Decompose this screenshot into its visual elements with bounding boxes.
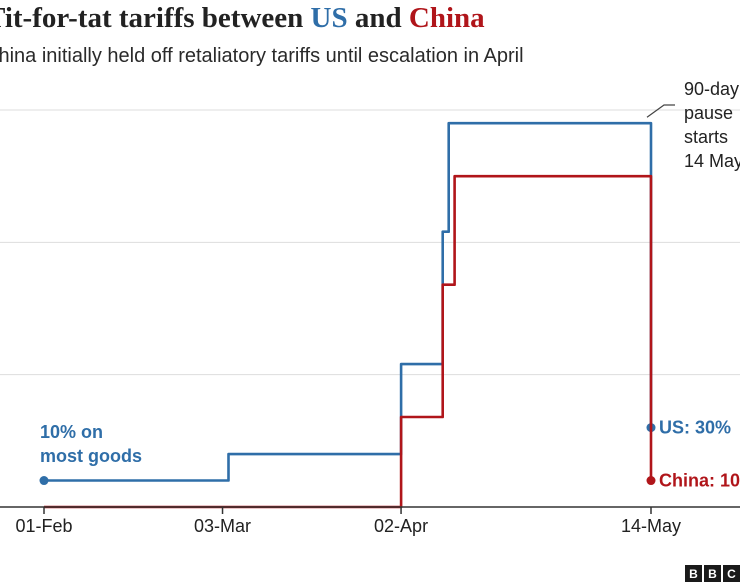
pause-annotation-line: pause <box>684 103 733 123</box>
china-series-line <box>44 174 653 509</box>
x-tick-label: 03-Mar <box>194 516 251 536</box>
start-annotation-point <box>39 476 49 486</box>
x-tick-label: 14-May <box>621 516 681 536</box>
us-end-label: US: 30% <box>659 418 731 438</box>
china-end-point <box>646 476 656 486</box>
pause-annotation-line: starts <box>684 127 728 147</box>
pause-annotation-line: 90-day <box>684 79 739 99</box>
grid-layer <box>0 109 740 376</box>
chart-title: Tit-for-tat tariffs between US and China <box>0 2 485 35</box>
title-prefix: Tit-for-tat tariffs between <box>0 2 311 34</box>
start-annotation-line: most goods <box>40 446 142 466</box>
title-and: and <box>347 2 409 34</box>
start-annotation-line: 10% on <box>40 422 103 442</box>
title-china: China <box>408 2 485 34</box>
axis-layer <box>0 506 740 514</box>
bbc-logo: B B C <box>685 565 740 582</box>
x-tick-label: 01-Feb <box>15 516 72 536</box>
chart-subtitle: China initially held off retaliatory tar… <box>0 45 524 67</box>
logo-letter-b1: B <box>685 565 702 582</box>
china-end-label: China: 10% <box>659 471 740 491</box>
series-layer <box>39 121 656 509</box>
x-tick-label: 02-Apr <box>374 516 428 536</box>
logo-letter-b2: B <box>704 565 721 582</box>
label-layer: 0%50%100%150%01-Feb03-Mar02-Apr14-MayUS:… <box>0 79 740 536</box>
title-us: US <box>310 2 348 34</box>
pause-annotation-line: 14 May <box>684 151 740 171</box>
pause-annotation-leader <box>646 104 675 118</box>
logo-letter-c: C <box>723 565 740 582</box>
